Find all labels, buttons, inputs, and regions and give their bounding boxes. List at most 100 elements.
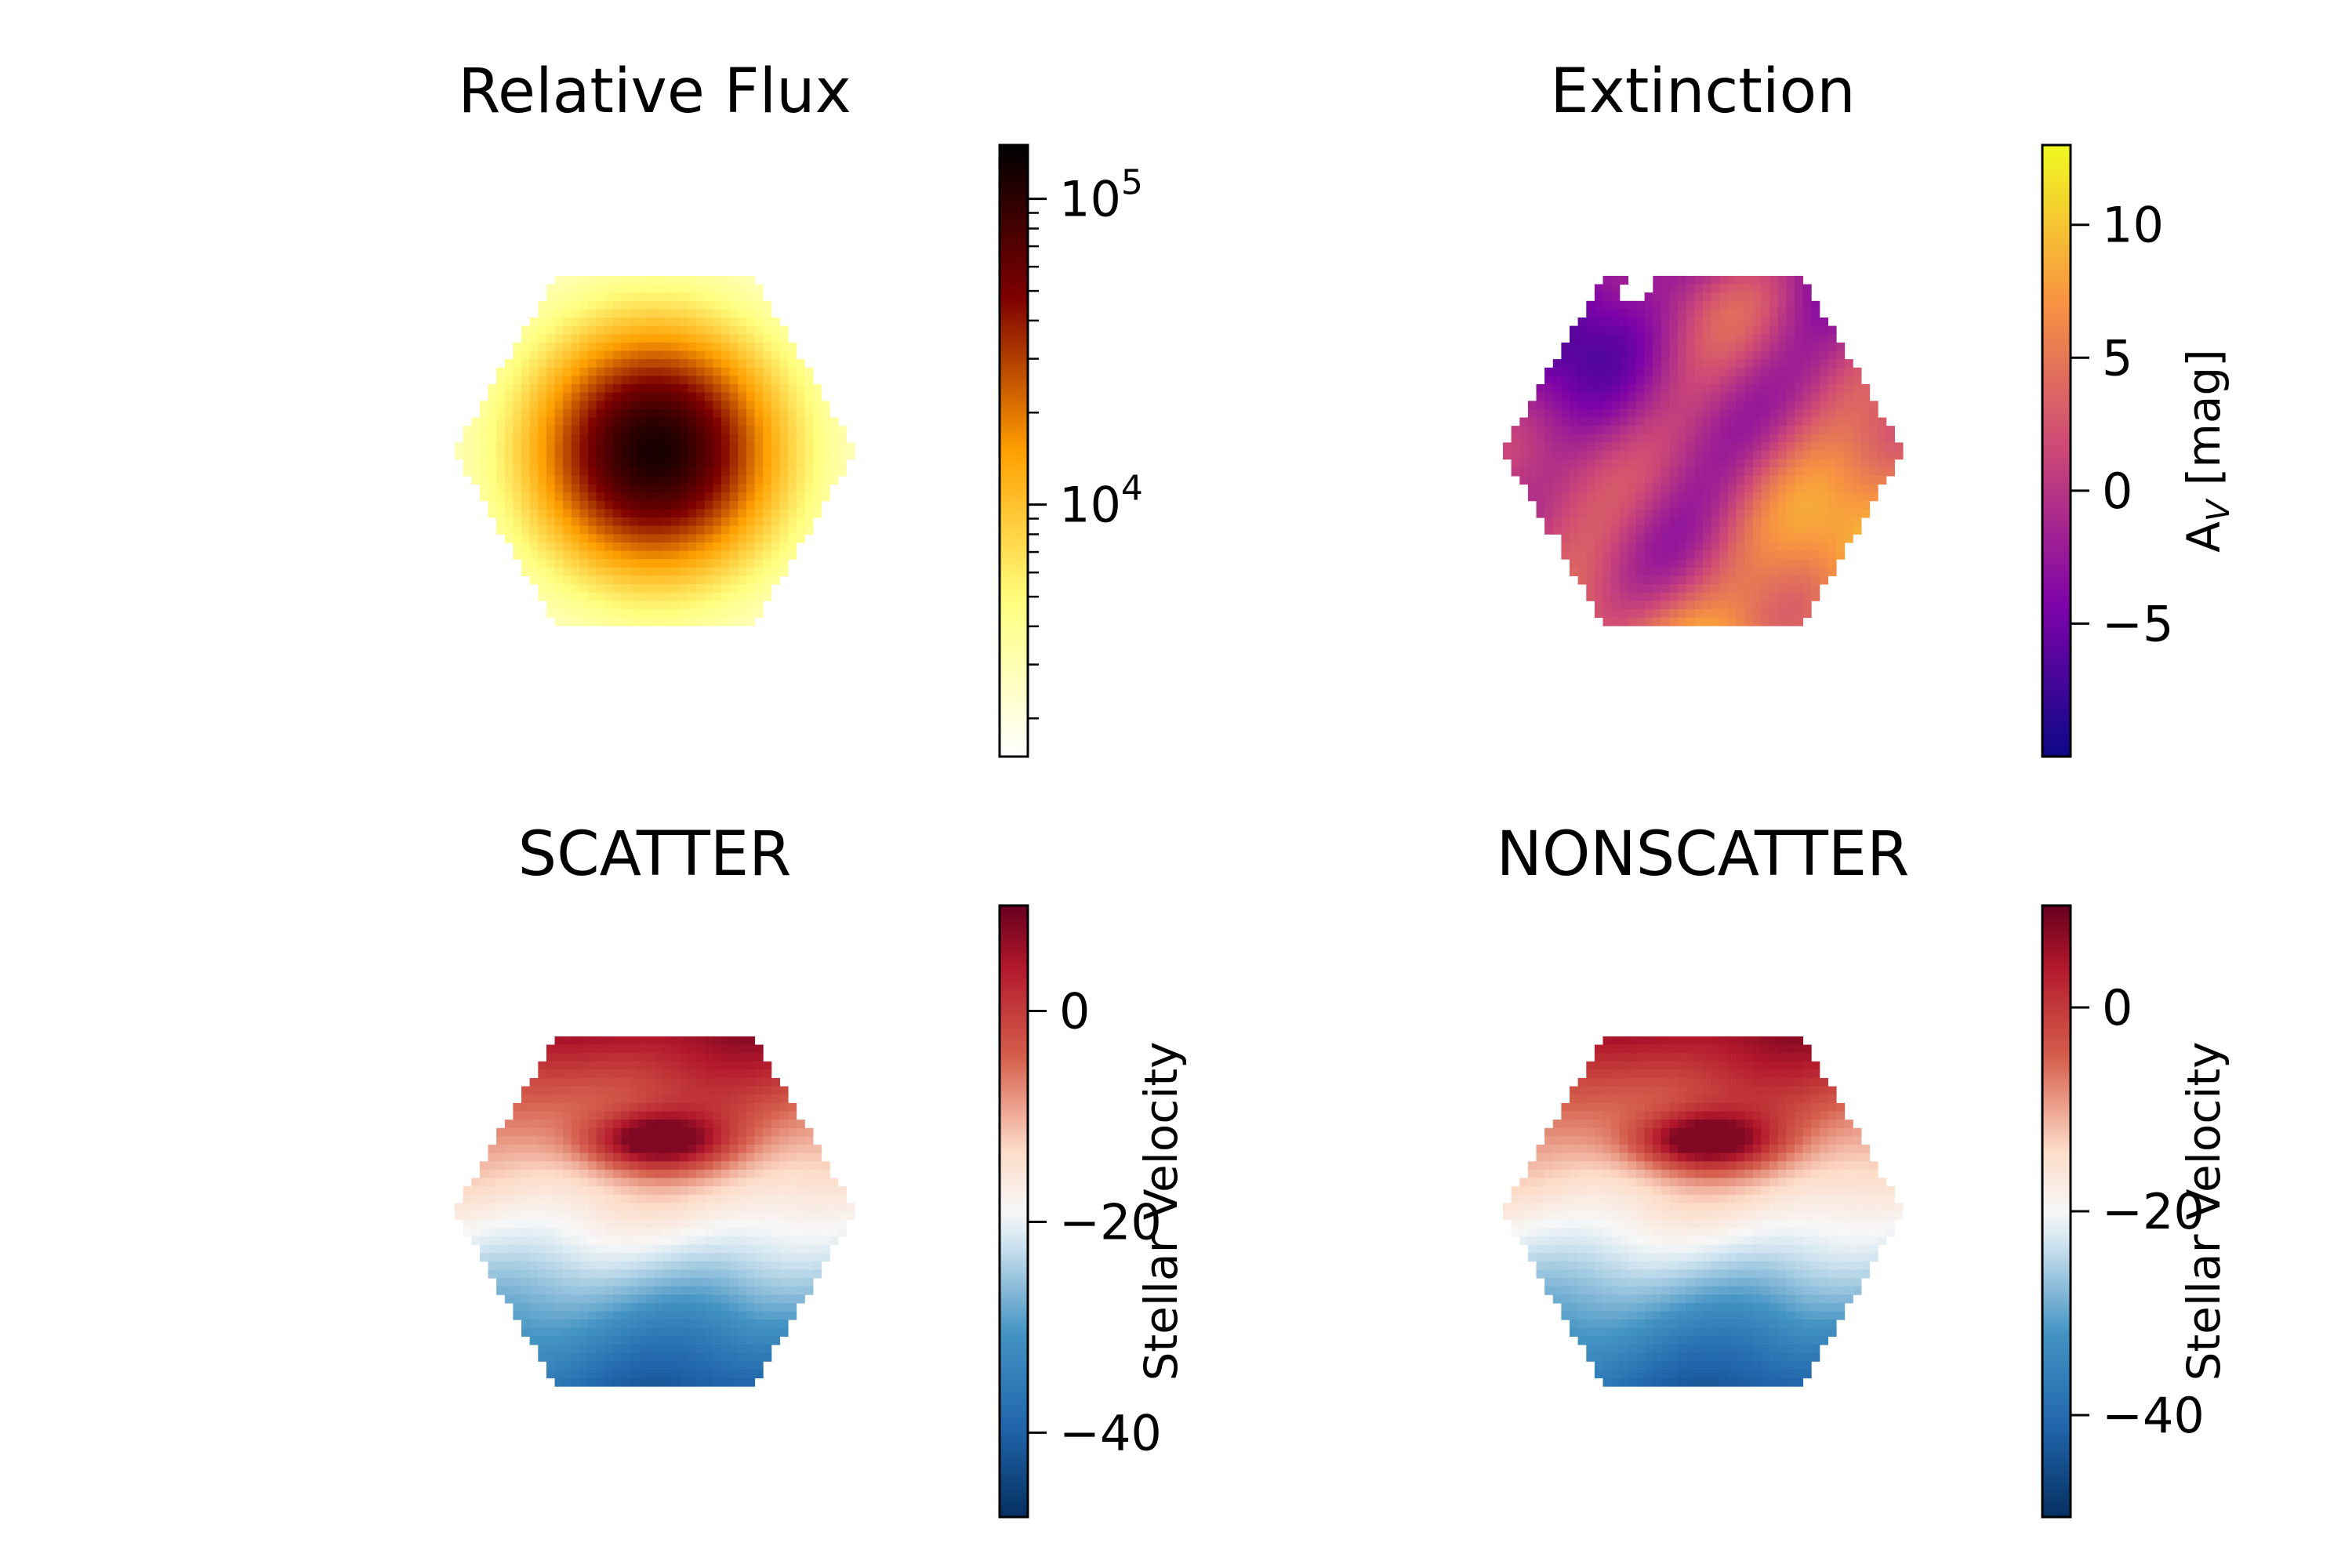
- heatmap-cell: [571, 1036, 580, 1046]
- heatmap-cell: [554, 392, 564, 401]
- heatmap-cell: [563, 484, 572, 493]
- heatmap-cell: [1661, 408, 1671, 419]
- heatmap-cell: [554, 1086, 564, 1095]
- heatmap-cell: [771, 559, 780, 568]
- heatmap-cell: [1794, 550, 1804, 560]
- heatmap-cell: [771, 467, 780, 477]
- heatmap-cell: [771, 1244, 780, 1254]
- heatmap-cell: [696, 1311, 706, 1320]
- heatmap-cell: [1628, 1102, 1637, 1112]
- heatmap-cell: [738, 417, 747, 426]
- heatmap-cell: [696, 534, 706, 543]
- heatmap-cell: [746, 401, 756, 410]
- heatmap-cell: [1669, 467, 1679, 477]
- heatmap-cell: [696, 475, 706, 485]
- heatmap-cell: [521, 451, 531, 460]
- heatmap-cell: [612, 517, 622, 527]
- heatmap-cell: [1678, 401, 1687, 410]
- heatmap-cell: [1761, 426, 1770, 435]
- heatmap-cell: [788, 550, 797, 560]
- heatmap-cell: [596, 1244, 605, 1254]
- heatmap-cell: [671, 1145, 681, 1154]
- heatmap-cell: [496, 1178, 506, 1187]
- heatmap-cell: [688, 417, 697, 426]
- heatmap-cell: [504, 484, 514, 493]
- heatmap-cell: [821, 492, 830, 502]
- heatmap-cell: [596, 1294, 605, 1304]
- heatmap-cell: [1586, 1102, 1595, 1112]
- heatmap-cell: [612, 367, 622, 376]
- heatmap-cell: [1836, 475, 1846, 485]
- heatmap-cell: [729, 1127, 739, 1137]
- heatmap-cell: [588, 1044, 597, 1054]
- heatmap-cell: [1536, 1178, 1545, 1187]
- heatmap-cell: [788, 408, 797, 419]
- heatmap-cell: [721, 1294, 731, 1304]
- heatmap-cell: [563, 1336, 572, 1345]
- heatmap-cell: [488, 401, 497, 410]
- heatmap-cell: [563, 1178, 572, 1187]
- heatmap-cell: [1736, 559, 1745, 568]
- heatmap-cell: [729, 417, 739, 426]
- heatmap-cell: [513, 401, 522, 410]
- heatmap-cell: [1736, 350, 1745, 360]
- heatmap-cell: [688, 1311, 697, 1320]
- heatmap-cell: [1860, 484, 1871, 493]
- heatmap-cell: [1878, 417, 1887, 426]
- heatmap-cell: [721, 1286, 731, 1295]
- heatmap-cell: [688, 534, 697, 543]
- heatmap-cell: [479, 1194, 489, 1203]
- heatmap-cell: [655, 392, 664, 401]
- heatmap-cell: [1628, 584, 1637, 593]
- heatmap-cell: [1686, 542, 1695, 552]
- heatmap-cell: [554, 1319, 564, 1329]
- heatmap-cell: [1777, 517, 1787, 527]
- heatmap-cell: [1719, 567, 1729, 576]
- heatmap-cell: [563, 1036, 572, 1046]
- heatmap-cell: [662, 567, 672, 576]
- heatmap-cell: [729, 1211, 739, 1221]
- heatmap-cell: [1561, 459, 1570, 468]
- heatmap-cell: [604, 1136, 614, 1145]
- heatmap-cell: [496, 1203, 506, 1212]
- heatmap-cell: [646, 1194, 655, 1203]
- heatmap-cell: [671, 1120, 681, 1129]
- heatmap-cell: [630, 1319, 639, 1329]
- heatmap-cell: [1628, 359, 1637, 368]
- heatmap-cell: [579, 367, 589, 376]
- heatmap-cell: [746, 1294, 756, 1304]
- heatmap-cell: [754, 309, 764, 318]
- heatmap-cell: [1744, 401, 1754, 410]
- heatmap-cell: [662, 1327, 672, 1337]
- colorbar-label: Stellar Velocity: [1134, 1042, 1188, 1381]
- heatmap-cell: [729, 1336, 739, 1345]
- heatmap-cell: [1570, 1244, 1579, 1254]
- heatmap-cell: [788, 1178, 797, 1187]
- heatmap-cell: [771, 1203, 780, 1212]
- heatmap-cell: [662, 1186, 672, 1196]
- heatmap-cell: [779, 500, 789, 510]
- heatmap-cell: [1777, 500, 1787, 510]
- heatmap-cell: [1711, 534, 1720, 543]
- heatmap-cell: [1527, 1211, 1537, 1221]
- heatmap-cell: [538, 442, 547, 452]
- heatmap-cell: [846, 1203, 855, 1212]
- heatmap-cell: [696, 1352, 706, 1362]
- heatmap-cell: [1819, 509, 1828, 518]
- heatmap-cell: [754, 1111, 764, 1120]
- heatmap-cell: [779, 1211, 789, 1221]
- heatmap-cell: [479, 467, 489, 477]
- heatmap-cell: [671, 1244, 681, 1254]
- heatmap-cell: [771, 484, 780, 493]
- heatmap-cell: [713, 434, 722, 443]
- heatmap-cell: [596, 534, 605, 543]
- heatmap-cell: [1611, 542, 1621, 552]
- heatmap-cell: [738, 467, 747, 477]
- heatmap-cell: [646, 601, 655, 610]
- heatmap-cell: [1661, 342, 1671, 352]
- heatmap-cell: [796, 401, 805, 410]
- heatmap-cell: [1736, 325, 1745, 335]
- heatmap-cell: [596, 567, 605, 576]
- heatmap-cell: [1802, 392, 1812, 401]
- heatmap-cell: [1836, 534, 1846, 543]
